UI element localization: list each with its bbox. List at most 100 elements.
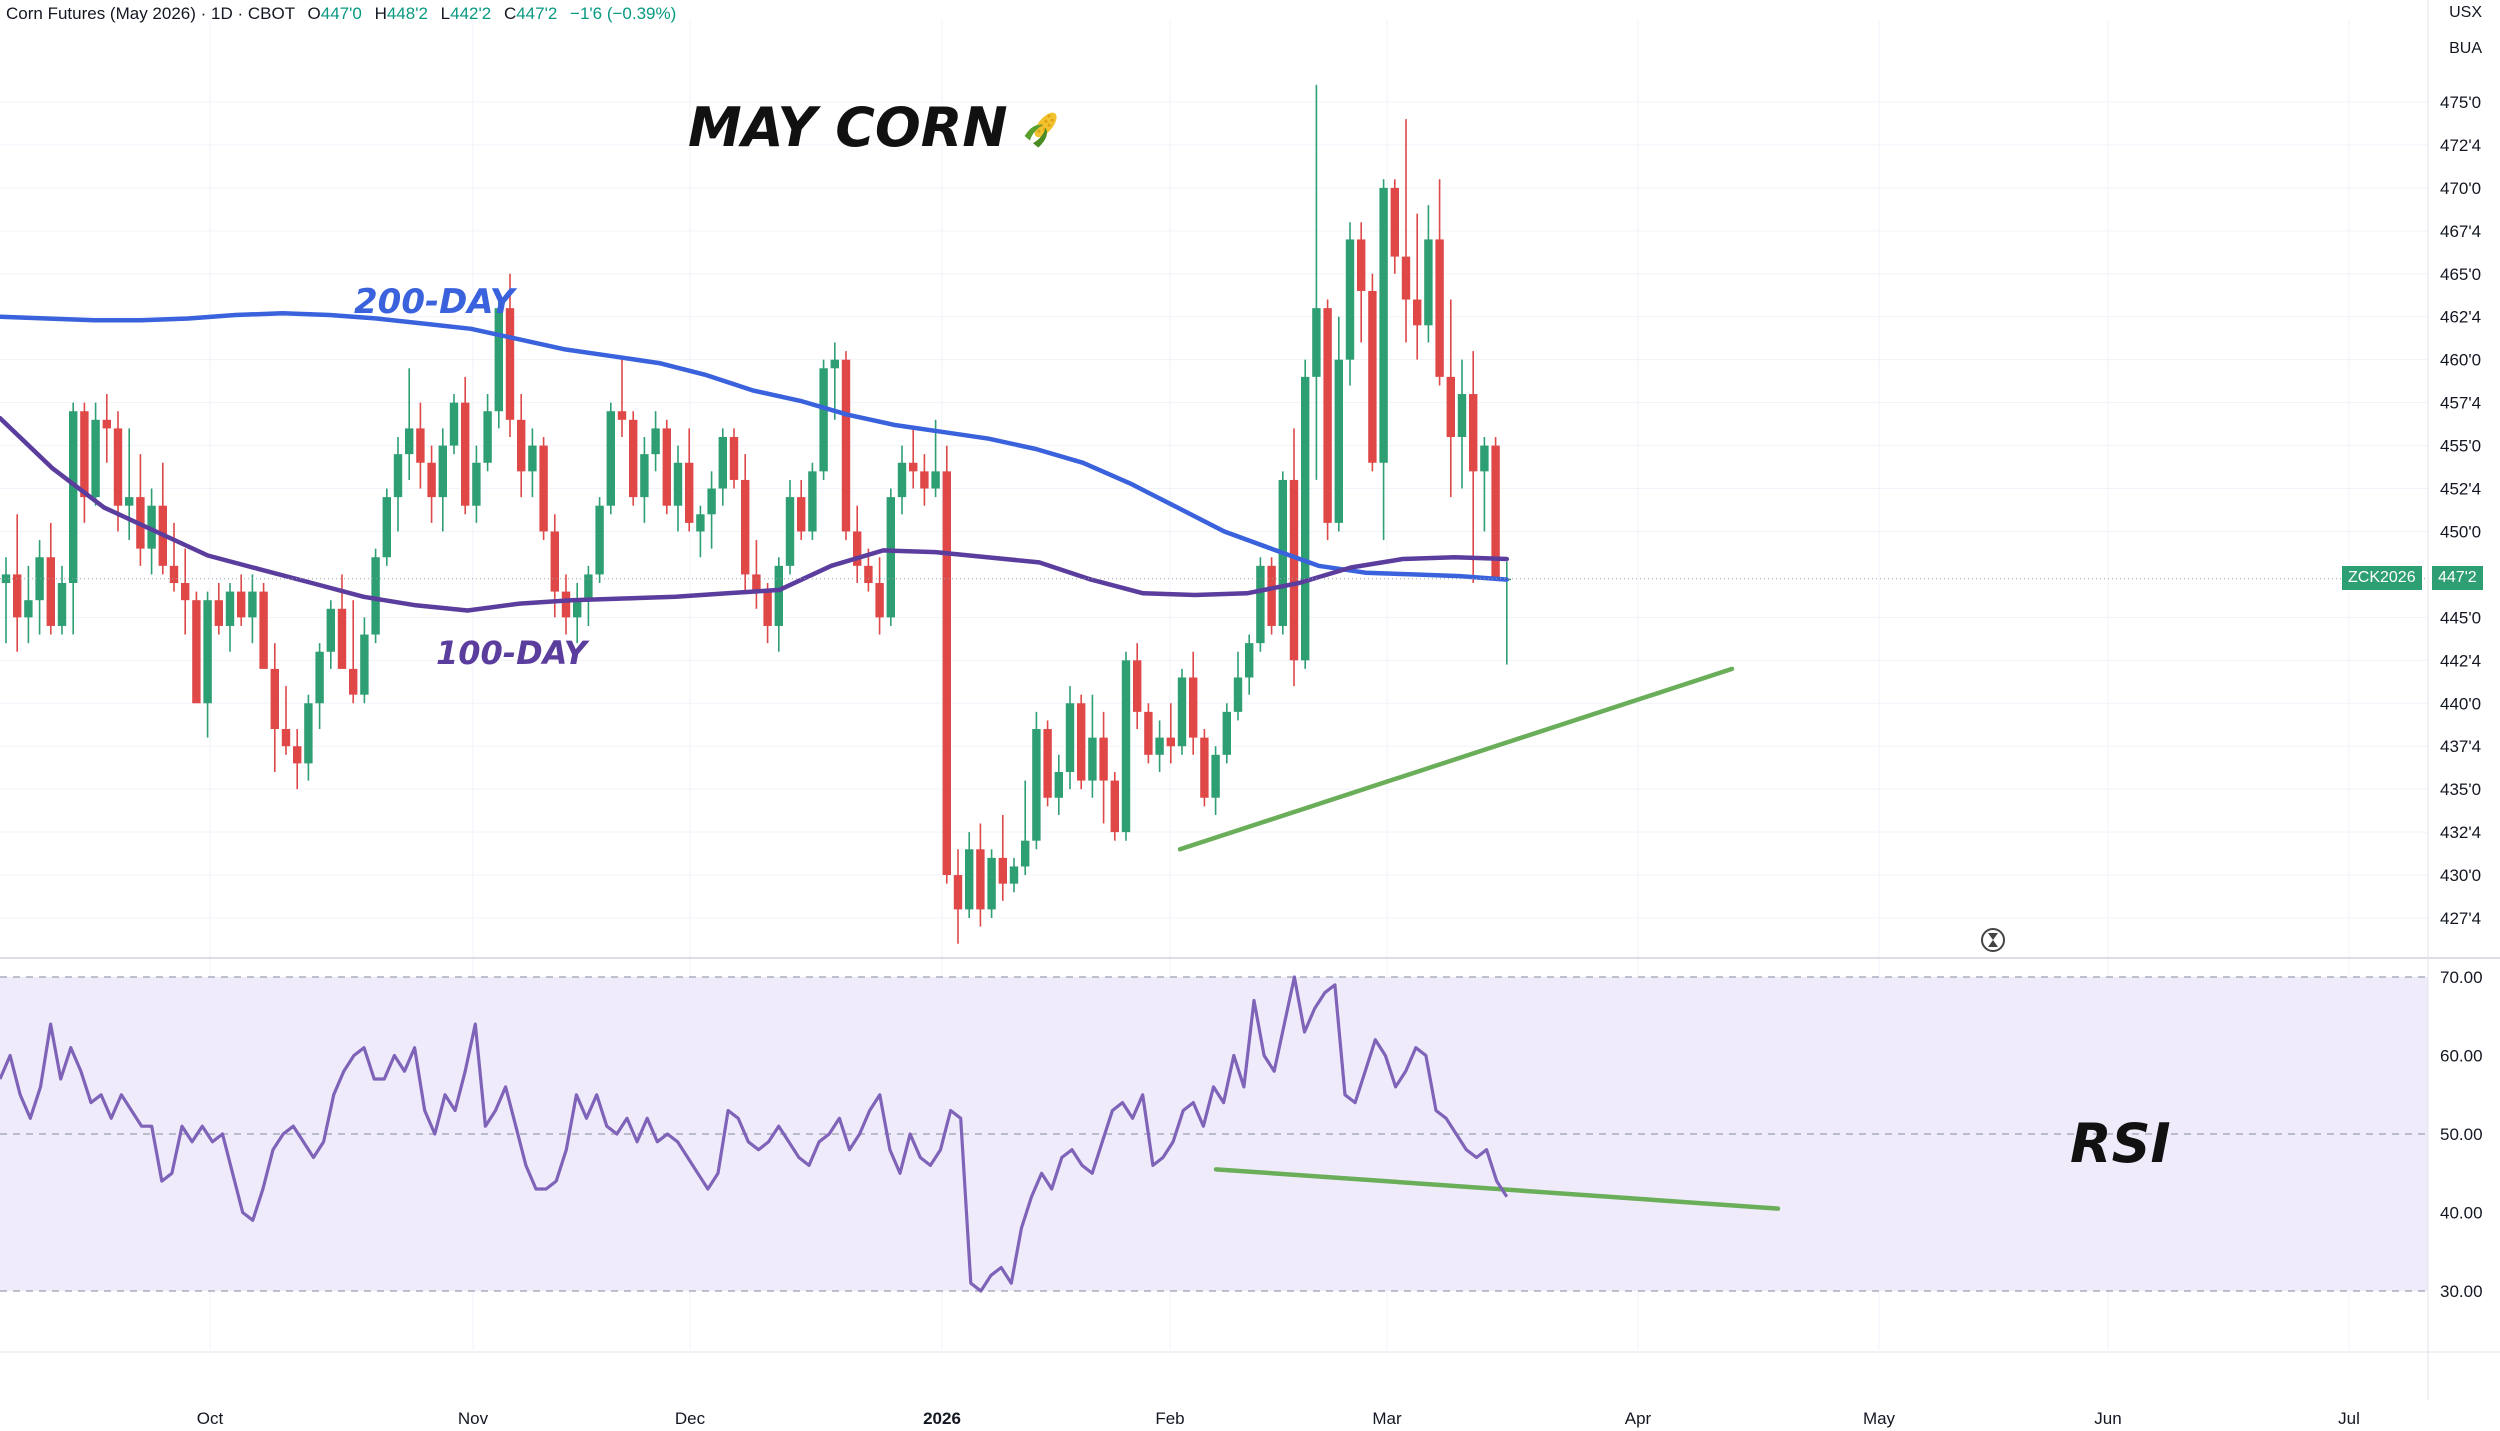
candle-body [1413, 299, 1422, 326]
candle-body [237, 591, 246, 618]
candle [1469, 351, 1478, 584]
rsi-annotation: RSI [2070, 1112, 2171, 1175]
candle [181, 548, 190, 635]
candle [1435, 179, 1444, 386]
candle-body [662, 428, 671, 506]
candle-body [573, 600, 582, 618]
close-label: C [503, 4, 517, 23]
close-value: 447'2 [516, 4, 558, 23]
candle [1379, 179, 1388, 541]
candle [752, 540, 761, 609]
candle-body [1233, 677, 1243, 712]
candle-body [987, 857, 996, 910]
candle-body [774, 565, 783, 626]
candle-body [673, 462, 683, 506]
instrument-title: Corn Futures (May 2026) · 1D · CBOT [6, 4, 295, 23]
time-tick-label: Feb [1155, 1409, 1184, 1428]
candle [1054, 754, 1063, 815]
candle [382, 488, 391, 566]
candle [1144, 703, 1153, 764]
candle [1502, 561, 1511, 665]
time-tick-label: Nov [458, 1409, 489, 1428]
time-tick-label: Apr [1625, 1409, 1652, 1428]
candle [192, 591, 201, 704]
candle [685, 428, 694, 532]
candle-body [427, 462, 436, 498]
candle [696, 505, 705, 558]
candle [1267, 557, 1276, 635]
candle [897, 445, 907, 515]
symbol-price-badge[interactable]: ZCK2026 [2342, 566, 2422, 590]
price-tick-label: 462'4 [2440, 308, 2481, 327]
candle [1009, 857, 1019, 893]
badge-symbol: ZCK2026 [2348, 569, 2416, 586]
candle [69, 402, 78, 635]
rsi-tick-label: 30.00 [2440, 1282, 2483, 1301]
candle [539, 436, 548, 541]
candle [203, 591, 212, 738]
candle-body [337, 608, 347, 669]
candle-body [472, 462, 481, 506]
last-price-badge[interactable]: 447'2 [2432, 566, 2483, 590]
candle-body [685, 462, 694, 523]
candle-body [942, 471, 951, 876]
candle-body [1088, 737, 1097, 781]
candle [1200, 729, 1209, 807]
candle [360, 617, 369, 704]
candle [1413, 213, 1422, 360]
candle [673, 445, 683, 532]
price-tick-label: 460'0 [2440, 351, 2481, 370]
ma200-annotation: 200-DAY [354, 282, 515, 322]
candle-body [1, 574, 11, 584]
candle-body [1289, 479, 1299, 661]
candle [729, 428, 739, 489]
candle-body [763, 591, 772, 626]
candle [1177, 668, 1187, 755]
candle-body [315, 651, 324, 704]
candle [1424, 205, 1433, 343]
candle [1491, 436, 1500, 579]
candle [595, 497, 604, 584]
ma200-line [0, 311, 1510, 582]
candle-body [1446, 376, 1455, 437]
candle-body [741, 479, 750, 575]
clock-ring [1981, 928, 2005, 952]
candle [1480, 436, 1489, 532]
symbol-legend[interactable]: Corn Futures (May 2026) · 1D · CBOT O447… [6, 4, 676, 24]
candle-body [651, 428, 660, 455]
candle [808, 462, 817, 541]
candle-body [1312, 308, 1321, 377]
candle [1121, 651, 1131, 841]
price-tick-label: 465'0 [2440, 265, 2481, 284]
price-tick-label: 440'0 [2440, 694, 2481, 713]
candle-body [438, 445, 447, 498]
high-label: H [374, 4, 387, 23]
candle [13, 514, 22, 652]
candle [427, 445, 436, 523]
candle [24, 565, 33, 644]
candle-body [1099, 737, 1108, 781]
candle-body [752, 574, 761, 592]
candle-body [1401, 256, 1411, 300]
candle [405, 368, 414, 480]
candle-body [393, 454, 403, 498]
ma100-annotation: 100-DAY [436, 634, 587, 672]
candle-body [595, 505, 604, 575]
candle-body [293, 746, 302, 764]
candle [1256, 557, 1265, 652]
candle [1065, 686, 1075, 790]
rsi-line [0, 975, 1509, 1293]
candle-body [69, 411, 78, 584]
candle-body [125, 497, 134, 506]
candle-body [976, 849, 985, 910]
candle [606, 402, 615, 515]
candle-body [785, 497, 795, 566]
quantity-unit[interactable]: BUA [2449, 40, 2482, 57]
currency-unit[interactable]: USX [2449, 4, 2482, 21]
candle-body [1334, 359, 1343, 523]
replay-clock-icon [1981, 928, 2005, 952]
badge-price: 447'2 [2438, 569, 2477, 586]
candle [1245, 634, 1254, 695]
rsi-tick-label: 70.00 [2440, 968, 2483, 987]
